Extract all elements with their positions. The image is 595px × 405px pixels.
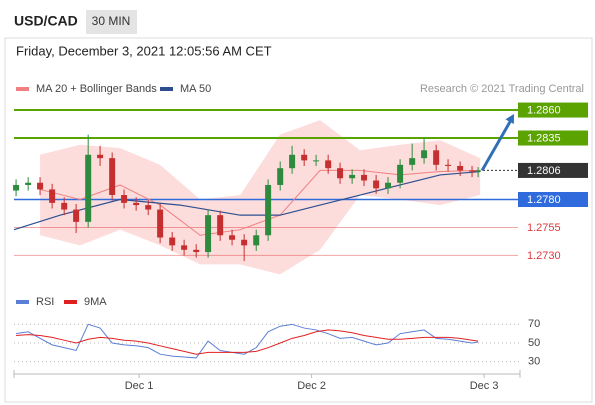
candle-body (289, 154, 296, 169)
candle-body (229, 235, 236, 240)
candle-body (277, 168, 284, 185)
legend-label: 9MA (84, 296, 107, 308)
candle-body (205, 215, 212, 253)
candle-body (157, 209, 164, 238)
level-label: 1.2730 (527, 250, 561, 262)
bollinger-band (40, 120, 481, 275)
forecast-arrow (480, 119, 513, 172)
forecast-arrowhead (505, 114, 514, 125)
candle-body (361, 174, 368, 181)
candle-body (133, 202, 140, 206)
candle-body (457, 165, 464, 171)
level-box (518, 130, 588, 146)
candle-body (409, 158, 416, 165)
timeframe-box (86, 10, 137, 34)
candle-body (25, 182, 32, 185)
rsi-tick-label: 70 (528, 318, 540, 330)
candle-body (121, 195, 128, 203)
candle-body (241, 239, 248, 246)
level-label: 1.2755 (527, 222, 561, 234)
candle-body (313, 160, 320, 162)
candle-body (475, 170, 482, 172)
level-label: 1.2860 (527, 104, 561, 116)
candle-body (145, 205, 152, 210)
legend-swatch (16, 87, 29, 91)
source: Research © 2021 Trading Central (420, 83, 584, 95)
panel-border (4, 37, 593, 403)
candle-body (73, 209, 80, 222)
candle-body (169, 237, 176, 246)
candle-body (193, 249, 200, 253)
level-label: 1.2835 (527, 132, 561, 144)
symbol: USD/CAD (14, 13, 78, 29)
rsi-tick-label: 50 (528, 337, 540, 349)
candle-body (397, 164, 404, 183)
moving-average (13, 170, 481, 231)
timeframe: 30 MIN (92, 14, 131, 28)
x-tick-label: Dec 3 (470, 380, 499, 392)
rsi-tick-label: 30 (528, 356, 540, 368)
candle-body (445, 164, 452, 166)
legend-swatch (16, 300, 29, 304)
candle-body (349, 174, 356, 179)
rsi-line (16, 329, 479, 355)
level-box (518, 102, 588, 118)
candle-body (301, 154, 308, 161)
legend-swatch (64, 300, 77, 304)
x-tick-label: Dec 2 (297, 380, 326, 392)
level-label: 1.2806 (527, 165, 561, 177)
legend-swatch (160, 87, 173, 91)
candle-body (421, 150, 428, 159)
candle-body (109, 158, 116, 196)
candle-body (373, 180, 380, 189)
candle-body (13, 184, 20, 191)
candle-body (49, 189, 56, 203)
candle-body (217, 215, 224, 236)
candle-body (325, 160, 332, 169)
legend-label: MA 20 + Bollinger Bands (36, 83, 157, 95)
x-tick-label: Dec 1 (125, 380, 154, 392)
candle-body (97, 154, 104, 159)
rsi-line (15, 323, 479, 359)
timestamp: Friday, December 3, 2021 12:05:56 AM CET (16, 43, 272, 58)
legend-label: RSI (36, 296, 54, 308)
candle-body (385, 182, 392, 189)
candle-body (181, 245, 188, 250)
candle-body (265, 184, 272, 236)
candle-body (37, 182, 44, 190)
candle-body (61, 202, 68, 210)
candle-body (469, 170, 476, 172)
level-box (518, 192, 588, 208)
candle-body (85, 154, 92, 222)
level-box (518, 162, 588, 178)
candle-body (253, 235, 260, 246)
candle-body (433, 150, 440, 165)
level-label: 1.2780 (527, 194, 561, 206)
candle-body (337, 168, 344, 179)
legend-label: MA 50 (180, 83, 211, 95)
